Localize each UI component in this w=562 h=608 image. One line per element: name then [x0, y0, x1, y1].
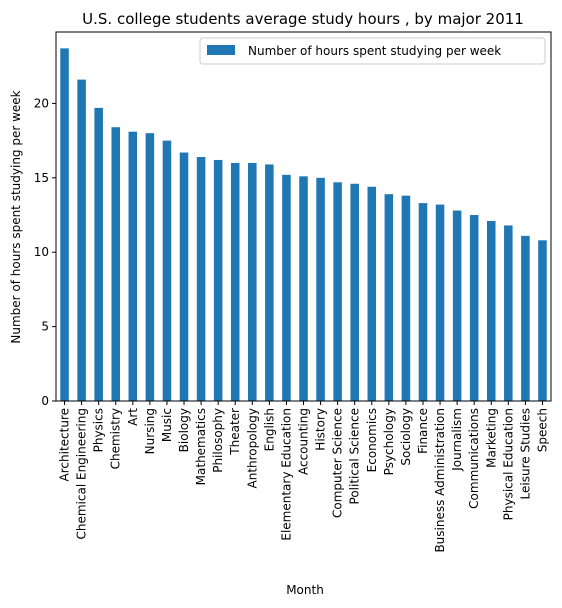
x-tick-label: History [314, 408, 328, 451]
x-tick-label: Psychology [382, 408, 396, 475]
bar-nursing [145, 133, 155, 401]
bar-finance [418, 203, 428, 401]
x-tick-label: Economics [365, 408, 379, 472]
x-tick-label: Physics [92, 408, 106, 452]
x-tick-label: Mathematics [194, 408, 208, 485]
x-tick-label: Chemical Engineering [75, 408, 89, 540]
bar-biology [179, 152, 189, 401]
bar-communications [469, 215, 479, 401]
x-tick-label: Accounting [297, 408, 311, 475]
x-tick-label: Nursing [143, 408, 157, 454]
bar-elementary-education [282, 174, 291, 401]
legend: Number of hours spent studying per week [199, 37, 546, 65]
bar-chemical-engineering [77, 79, 86, 401]
bar-journalism [452, 210, 462, 401]
x-axis-label: Month [286, 583, 324, 597]
x-axis-ticks: Architecture Chemical Engineering Physics C… [58, 401, 549, 553]
y-tick-label: 0 [41, 394, 49, 408]
x-tick-label: Political Science [348, 408, 362, 504]
x-tick-label: Finance [416, 408, 430, 454]
legend-label: Number of hours spent studying per week [248, 44, 501, 58]
x-tick-label: Architecture [58, 408, 72, 481]
x-tick-label: Anthropology [245, 408, 259, 489]
bar-marketing [486, 220, 496, 401]
x-tick-label: English [262, 408, 276, 451]
bar-economics [367, 186, 377, 401]
x-tick-label: Philosophy [211, 408, 225, 473]
y-axis-ticks: 0 5 10 15 20 [34, 96, 56, 408]
x-tick-label: Music [160, 408, 174, 442]
legend-swatch [207, 45, 235, 55]
x-tick-label: Chemistry [109, 408, 123, 469]
bar-chemistry [111, 127, 121, 402]
x-tick-label: Marketing [484, 408, 498, 468]
bar-physics [94, 107, 103, 402]
y-tick-label: 5 [41, 320, 49, 334]
bar-psychology [384, 194, 394, 401]
x-tick-label: Communications [467, 408, 481, 509]
bar-philosophy [213, 159, 223, 401]
bar-music [162, 140, 172, 401]
bar-business-administration [435, 204, 445, 401]
bar-english [265, 164, 274, 401]
x-tick-label: Leisure Studies [518, 408, 532, 499]
plot-frame [55, 31, 552, 402]
bar-speech [538, 240, 547, 401]
y-tick-label: 15 [34, 171, 49, 185]
bar-physical-education [504, 225, 513, 401]
x-tick-label: Art [126, 408, 140, 426]
bar-leisure-studies [521, 235, 530, 401]
bar-sociology [401, 195, 411, 401]
y-tick-label: 20 [34, 96, 49, 110]
bar-computer-science [333, 182, 342, 401]
x-tick-label: Computer Science [331, 408, 345, 518]
x-tick-label: Physical Education [501, 408, 515, 520]
x-tick-label: Speech [535, 408, 549, 452]
y-tick-label: 10 [34, 245, 49, 259]
bar-art [128, 131, 138, 401]
bar-accounting [299, 176, 308, 401]
bars-group [60, 48, 547, 402]
bar-architecture [60, 48, 69, 401]
y-axis-label: Number of hours spent studying per week [9, 90, 23, 343]
x-tick-label: Business Administration [433, 408, 447, 553]
bar-theater [230, 162, 240, 401]
x-tick-label: Theater [228, 408, 242, 456]
x-tick-label: Elementary Education [279, 408, 293, 541]
x-tick-label: Biology [177, 408, 191, 452]
legend-box [199, 37, 546, 65]
x-tick-label: Sociology [399, 408, 413, 466]
bar-political-science [350, 183, 359, 401]
x-tick-label: Journalism [450, 408, 464, 472]
chart-title: U.S. college students average study hour… [82, 10, 524, 28]
bar-anthropology [248, 162, 257, 401]
bar-history [316, 177, 325, 401]
bar-mathematics [196, 156, 206, 401]
